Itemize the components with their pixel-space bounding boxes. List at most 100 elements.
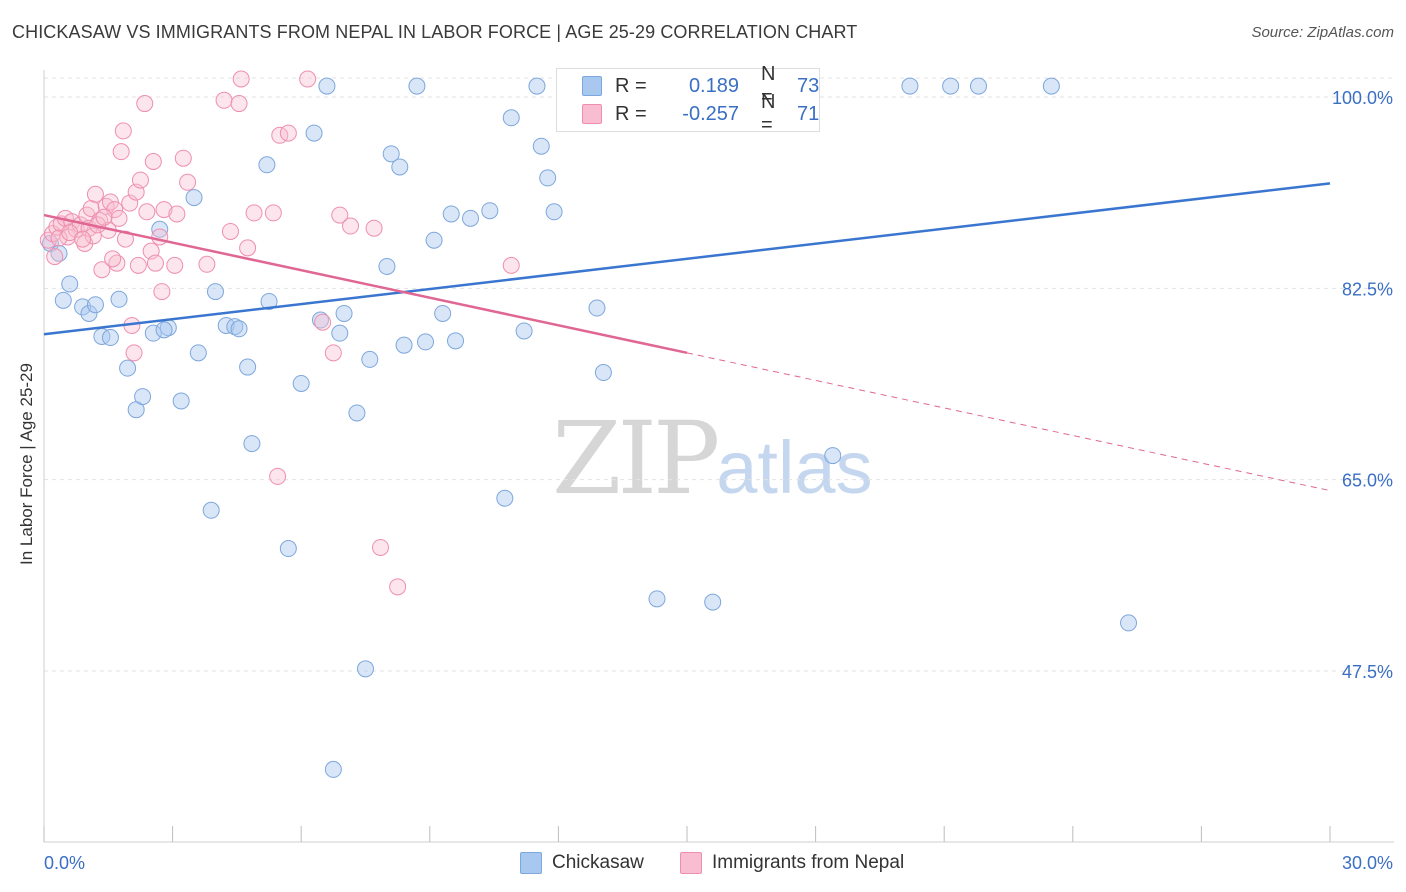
chickasaw-point — [528, 77, 546, 95]
chickasaw-point — [101, 329, 119, 347]
nepal-point — [299, 70, 317, 88]
x-tick-label: 0.0% — [44, 853, 85, 873]
chickasaw-point — [292, 374, 310, 392]
bottom-legend-chickasaw: Chickasaw — [520, 852, 644, 874]
legend-swatch-chickasaw — [582, 76, 602, 96]
nepal-point — [221, 222, 239, 240]
chickasaw-point — [502, 109, 520, 127]
nepal-points — [39, 70, 520, 596]
chickasaw-point — [447, 332, 465, 350]
chickasaw-point — [357, 660, 374, 678]
legend-r-value: -0.257 — [682, 102, 739, 125]
tick-labels: 47.5% 65.0% 82.5% 100.0% 0.0% 30.0% — [44, 88, 1393, 873]
chickasaw-point — [515, 322, 533, 340]
nepal-point — [166, 256, 184, 274]
nepal-point — [95, 208, 113, 226]
chickasaw-point — [361, 350, 379, 368]
chickasaw-point — [61, 275, 79, 293]
nepal-point — [138, 203, 156, 221]
bottom-legend-swatch-nepal — [680, 852, 702, 874]
chickasaw-point — [230, 320, 248, 338]
chickasaw-point — [324, 760, 342, 778]
chickasaw-point — [395, 336, 413, 354]
chickasaw-point — [545, 203, 563, 221]
nepal-point — [314, 313, 332, 331]
x-tick-label: 30.0% — [1342, 853, 1393, 873]
chickasaw-point — [539, 169, 557, 187]
nepal-point — [74, 230, 92, 248]
nepal-point — [101, 193, 119, 211]
nepal-point — [331, 206, 349, 224]
chickasaw-point — [243, 435, 261, 453]
watermark-atlas: atlas — [716, 426, 873, 509]
chickasaw-point — [417, 333, 435, 351]
nepal-point — [239, 239, 257, 257]
watermark: ZIPatlas — [552, 400, 873, 517]
legend-n-value: 73 — [797, 74, 820, 97]
nepal-point — [198, 255, 216, 273]
bottom-legend-nepal: Immigrants from Nepal — [680, 852, 904, 874]
chickasaw-point — [1042, 77, 1060, 95]
nepal-point — [144, 153, 162, 171]
legend-n-value: 71 — [797, 102, 820, 125]
trend-lines — [43, 182, 1331, 492]
nepal-point — [279, 124, 297, 142]
bottom-legend-swatch-chickasaw — [520, 852, 542, 874]
legend-swatch-nepal — [582, 104, 602, 124]
chickasaw-point — [206, 283, 224, 301]
nepal-point — [125, 344, 143, 362]
chickasaw-point — [942, 77, 960, 95]
chickasaw-point — [54, 291, 72, 309]
chickasaw-point — [901, 77, 919, 95]
bottom-legend-label-nepal: Immigrants from Nepal — [712, 852, 905, 873]
chickasaw-point — [648, 590, 666, 608]
chickasaw-point — [74, 298, 92, 316]
watermark-zip: ZIP — [552, 400, 720, 517]
nepal-point — [179, 173, 197, 191]
nepal-point — [151, 228, 169, 246]
nepal-point — [84, 227, 102, 245]
chickasaw-point — [969, 77, 987, 95]
source-label: Source: ZipAtlas.com — [1251, 24, 1394, 41]
chickasaw-points — [41, 77, 1138, 778]
chickasaw-point — [532, 137, 550, 155]
chickasaw-point — [408, 77, 426, 95]
axes — [43, 70, 1394, 843]
nepal-point — [104, 250, 122, 268]
nepal-point — [389, 578, 407, 596]
legend-n-label: N = — [761, 63, 776, 108]
chickasaw-point — [594, 364, 612, 382]
nepal-point — [112, 143, 130, 161]
y-tick-label: 65.0% — [1342, 471, 1393, 491]
bottom-legend-label-chickasaw: Chickasaw — [552, 852, 644, 873]
chickasaw-point — [134, 388, 152, 406]
legend-r-value: 0.189 — [688, 74, 739, 97]
nepal-point — [93, 261, 111, 279]
nepal-point — [365, 219, 383, 237]
nepal-point — [215, 91, 233, 109]
chickasaw-point — [1120, 614, 1138, 632]
chickasaw-point — [217, 317, 235, 335]
chickasaw-point — [318, 77, 336, 95]
chickasaw-point — [425, 231, 443, 249]
chickasaw-point — [279, 540, 297, 558]
nepal-point — [146, 254, 164, 272]
chickasaw-point — [80, 304, 98, 322]
nepal-point — [232, 70, 250, 88]
correlation-legend: R = 0.189 N = 73 R = -0.257 N = 71 — [556, 63, 820, 136]
nepal-point — [174, 149, 192, 167]
chickasaw-point — [335, 304, 353, 322]
chickasaw-point — [86, 296, 104, 314]
nepal-point — [129, 256, 147, 274]
chickasaw-point — [588, 299, 606, 317]
chart-title: CHICKASAW VS IMMIGRANTS FROM NEPAL IN LA… — [12, 22, 858, 42]
chickasaw-point — [382, 145, 400, 163]
y-tick-label: 100.0% — [1332, 88, 1393, 108]
nepal-point — [372, 538, 390, 556]
nepal-point — [153, 283, 171, 301]
nepal-point — [324, 344, 342, 362]
chickasaw-point — [462, 209, 480, 227]
chickasaw-point — [155, 321, 173, 339]
chickasaw-point — [442, 205, 460, 223]
